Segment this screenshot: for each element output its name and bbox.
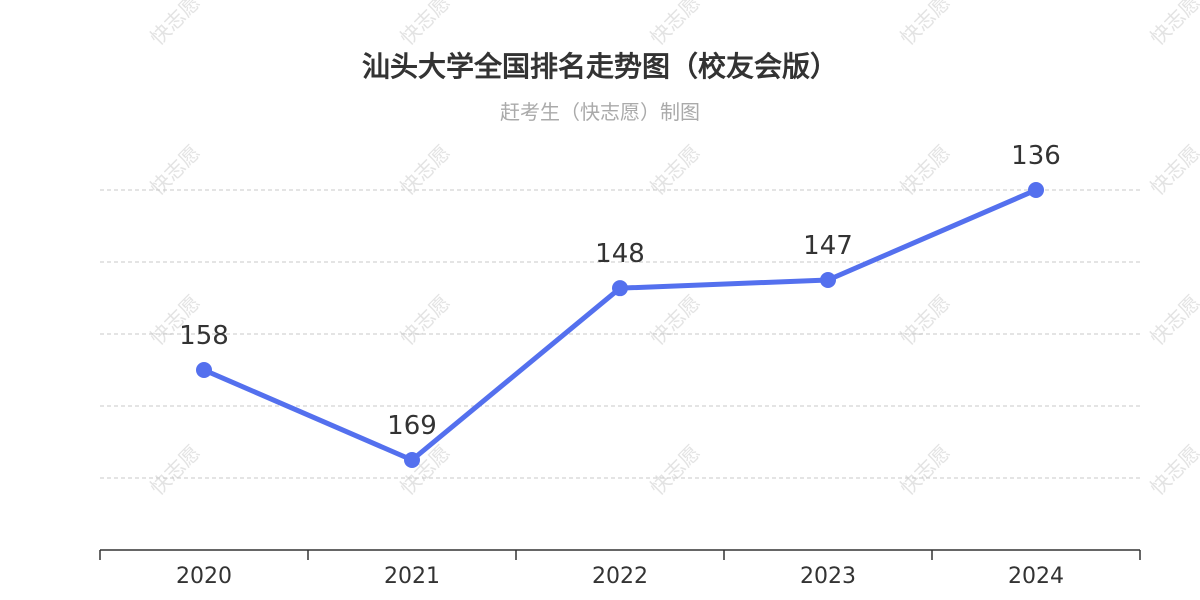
watermark-text: 快志愿 [645, 0, 704, 50]
watermark-text: 快志愿 [895, 140, 954, 199]
gridlines [100, 189, 1140, 479]
watermark-text: 快志愿 [145, 140, 204, 199]
data-label: 158 [179, 321, 229, 351]
x-axis: 2020 2021 2022 2023 2024 [99, 549, 1141, 589]
data-point [612, 280, 628, 297]
x-tick-label: 2022 [592, 564, 648, 589]
watermark-text: 快志愿 [395, 0, 454, 50]
watermark-text: 快志愿 [895, 440, 954, 499]
watermark-text: 快志愿 [395, 290, 454, 349]
chart-title: 汕头大学全国排名走势图（校友会版） [362, 50, 838, 83]
watermark-text: 快志愿 [145, 440, 204, 499]
x-tick-label: 2023 [800, 564, 856, 589]
watermark-text: 快志愿 [1145, 0, 1200, 50]
data-point [196, 362, 212, 378]
data-point [404, 452, 420, 468]
data-point [820, 272, 836, 288]
x-tick-label: 2024 [1008, 564, 1064, 589]
watermark-text: 快志愿 [1145, 140, 1200, 199]
watermark-text: 快志愿 [1145, 290, 1200, 349]
watermark-text: 快志愿 [895, 290, 954, 349]
watermark-text: 快志愿 [395, 140, 454, 199]
series-layer: 158 169 148 147 136 [179, 141, 1061, 468]
watermark-text: 快志愿 [645, 440, 704, 499]
watermark-text: 快志愿 [1145, 440, 1200, 499]
watermark-text: 快志愿 [645, 290, 704, 349]
x-tick-label: 2021 [384, 564, 440, 589]
watermark-text: 快志愿 [645, 140, 704, 199]
watermark-text: 快志愿 [895, 0, 954, 50]
data-label: 169 [387, 411, 437, 441]
chart-subtitle: 赶考生（快志愿）制图 [500, 100, 700, 124]
data-label: 148 [595, 239, 645, 269]
data-label: 136 [1011, 141, 1061, 171]
data-point [1028, 182, 1044, 198]
x-tick-label: 2020 [176, 564, 232, 589]
watermark-text: 快志愿 [145, 0, 204, 50]
data-label: 147 [803, 231, 853, 261]
